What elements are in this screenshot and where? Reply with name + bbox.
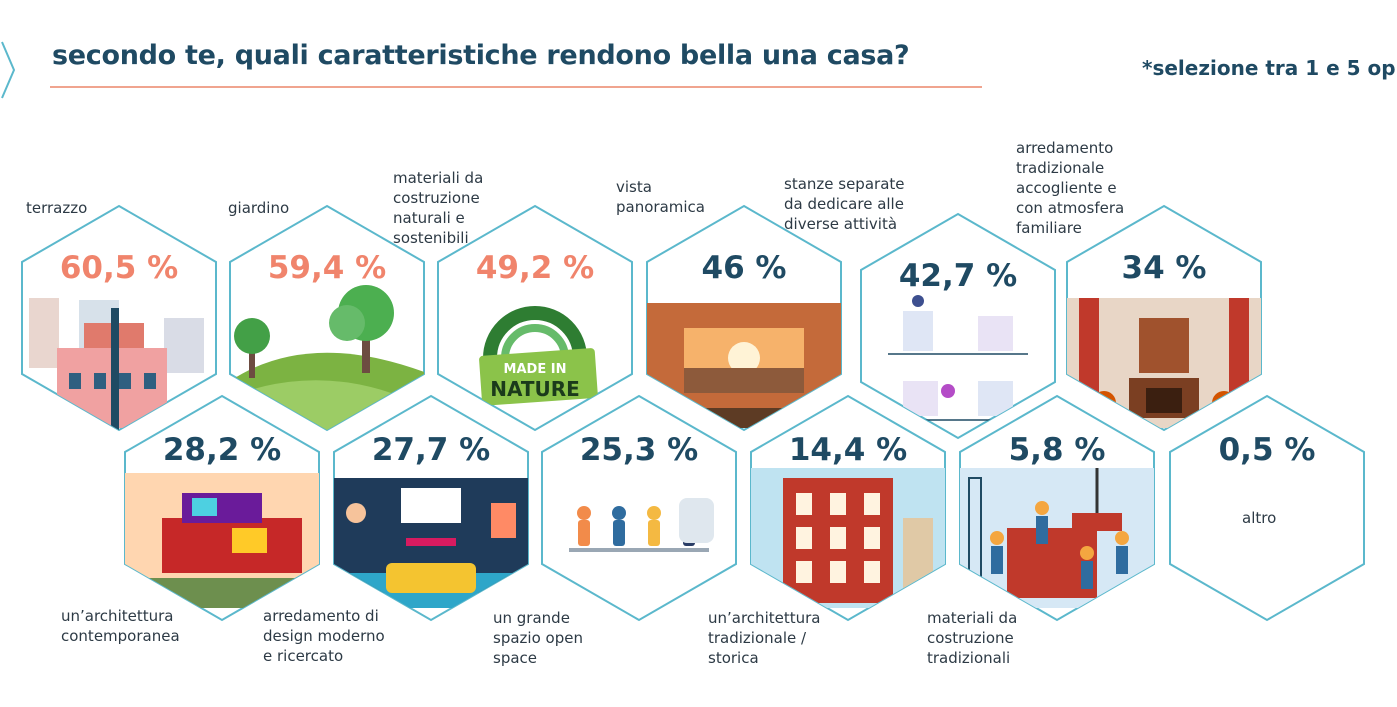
construction-workers-icon [960,468,1154,608]
hexagon-frame [1169,394,1365,622]
modern-living-room-icon [334,478,528,608]
category-label: stanze separate da dedicare alle diverse a… [784,175,905,233]
percentage-value: 28,2 % [163,432,281,468]
open-space-icon [569,498,714,552]
category-label: un’architettura contemporanea [61,607,180,645]
svg-text:NATURE: NATURE [490,377,580,401]
selection-note: *selezione tra 1 e 5 op [1142,56,1396,80]
category-label: vista panoramica [616,178,705,216]
separate-rooms-icon [888,295,1028,421]
category-label: altro [1242,509,1276,527]
hexagon-frame [541,394,737,622]
percentage-value: 25,3 % [580,432,698,468]
percentage-value: 5,8 % [1009,432,1106,468]
category-label: terrazzo [26,199,87,217]
historic-building-icon [751,468,945,608]
category-label: arredamento tradizionale accogliente e con … [1016,139,1124,237]
percentage-value: 34 % [1122,250,1207,286]
percentage-value: 60,5 % [60,250,178,286]
category-label: giardino [228,199,289,217]
category-label: arredamento di design moderno e ricercato [263,607,385,665]
percentage-value: 27,7 % [372,432,490,468]
hex-card-6: 34 % arredamento tradizionale accogliente e… [1016,139,1262,432]
percentage-value: 49,2 % [476,250,594,286]
hex-card-1: 60,5 % terrazzo [21,199,217,432]
svg-text:MADE IN: MADE IN [504,362,567,377]
percentage-value: 14,4 % [789,432,907,468]
traditional-interior-icon [1067,298,1261,428]
chevron-right-icon[interactable] [0,40,16,100]
category-label: materiali da costruzione naturali e sosteni… [393,169,483,247]
terrace-icon [29,298,204,430]
percentage-value: 0,5 % [1219,432,1316,468]
panoramic-view-icon [647,303,841,428]
modern-house-icon [125,473,319,608]
category-label: materiali da costruzione tradizionali [927,609,1017,667]
hex-card-12: 0,5 % altro [1169,394,1365,622]
percentage-value: 42,7 % [899,258,1017,294]
title-underline [50,86,982,88]
hex-card-5: 42,7 % stanze separate da dedicare alle div… [784,175,1056,440]
hex-card-10: 14,4 % un’architettura tradizionale / stori… [708,394,946,667]
page-title: secondo te, quali caratteristiche rendon… [52,40,910,71]
category-label: un grande spazio open space [493,609,583,667]
percentage-value: 59,4 % [268,250,386,286]
hexagon-frame [860,212,1056,440]
hex-card-9: 25,3 % un grande spazio open space [493,394,737,667]
hex-card-7: 28,2 % un’architettura contemporanea [61,394,320,645]
category-label: un’architettura tradizionale / storica [708,609,820,667]
percentage-value: 46 % [702,250,787,286]
